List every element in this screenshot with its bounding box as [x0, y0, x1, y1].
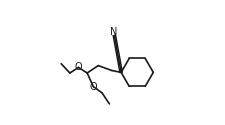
Text: O: O [74, 62, 82, 72]
Text: N: N [110, 27, 117, 37]
Text: O: O [90, 82, 97, 92]
